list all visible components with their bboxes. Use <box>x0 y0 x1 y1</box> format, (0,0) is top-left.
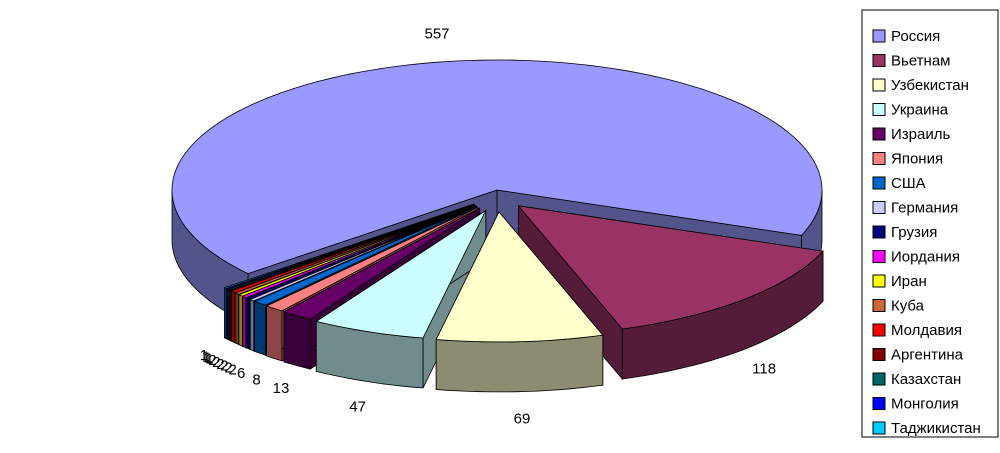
legend-label: Иран <box>891 273 927 290</box>
slice <box>517 205 824 330</box>
legend-swatch <box>872 225 886 239</box>
slice-wall <box>238 294 243 347</box>
legend-label: Израиль <box>891 126 950 143</box>
legend-label: Россия <box>891 28 940 45</box>
legend-swatch <box>872 176 886 190</box>
legend-label: Аргентина <box>891 346 964 363</box>
legend-swatch <box>872 78 886 92</box>
slice <box>282 207 480 320</box>
legend-swatch <box>872 29 886 43</box>
data-label: 2 <box>224 360 232 377</box>
data-label: 1 <box>200 347 208 364</box>
legend-label: Монголия <box>891 395 959 412</box>
slice-wall <box>283 311 311 370</box>
slice <box>253 206 477 306</box>
legend-label: Молдавия <box>891 322 962 339</box>
legend-swatch <box>872 372 886 386</box>
slice-wall <box>435 334 604 393</box>
legend-swatch <box>872 323 886 337</box>
legend-label: Иордания <box>891 248 960 265</box>
data-label: 118 <box>752 360 776 377</box>
slice-wall <box>225 287 229 341</box>
data-label: 1 <box>202 348 210 365</box>
legend-swatch <box>872 127 886 141</box>
legend-label: Вьетнам <box>891 52 950 69</box>
legend-label: Куба <box>891 297 925 314</box>
legend-swatch <box>872 103 886 116</box>
data-label: 2 <box>212 354 220 371</box>
legend-swatch <box>872 250 886 263</box>
legend-swatch <box>872 201 886 214</box>
legend-swatch <box>872 152 886 165</box>
legend-label: Германия <box>891 199 958 216</box>
slice-wall <box>242 295 247 349</box>
slice-wall <box>249 298 255 352</box>
data-label: 6 <box>237 365 245 382</box>
data-label: 2 <box>229 361 237 378</box>
legend-label: Таджикистан <box>891 420 981 437</box>
data-label: 8 <box>252 371 260 388</box>
slice-wall <box>234 292 239 345</box>
data-label: 2 <box>220 358 228 375</box>
legend-swatch <box>872 299 886 312</box>
legend-swatch <box>872 397 886 410</box>
legend-swatch <box>872 274 886 288</box>
slice <box>435 211 604 343</box>
data-label: 2 <box>216 356 224 373</box>
data-label: 47 <box>349 399 366 416</box>
data-label: 69 <box>514 411 531 428</box>
legend-label: Казахстан <box>891 371 961 388</box>
data-label: 13 <box>273 380 290 397</box>
slice-wall <box>254 300 266 356</box>
legend-label: Узбекистан <box>891 77 969 94</box>
legend-label: США <box>891 175 926 192</box>
slice <box>315 209 487 339</box>
legend-swatch <box>872 421 886 435</box>
legend-swatch <box>872 348 886 361</box>
data-label: 2 <box>208 352 216 369</box>
legend-label: Грузия <box>891 224 937 241</box>
data-label: 1 <box>204 349 212 366</box>
legend-swatch <box>872 54 886 67</box>
data-label: 557 <box>424 25 449 42</box>
slice-wall <box>227 288 230 341</box>
slice <box>249 205 476 302</box>
legend-label: Япония <box>891 150 943 167</box>
legend-label: Украина <box>891 101 949 118</box>
slice-wall <box>231 290 236 344</box>
slice-wall <box>229 289 232 342</box>
slice <box>265 206 478 312</box>
slice-wall <box>246 297 251 350</box>
slice <box>171 59 823 275</box>
slice-wall <box>266 305 283 362</box>
data-label: 1 <box>205 350 213 367</box>
